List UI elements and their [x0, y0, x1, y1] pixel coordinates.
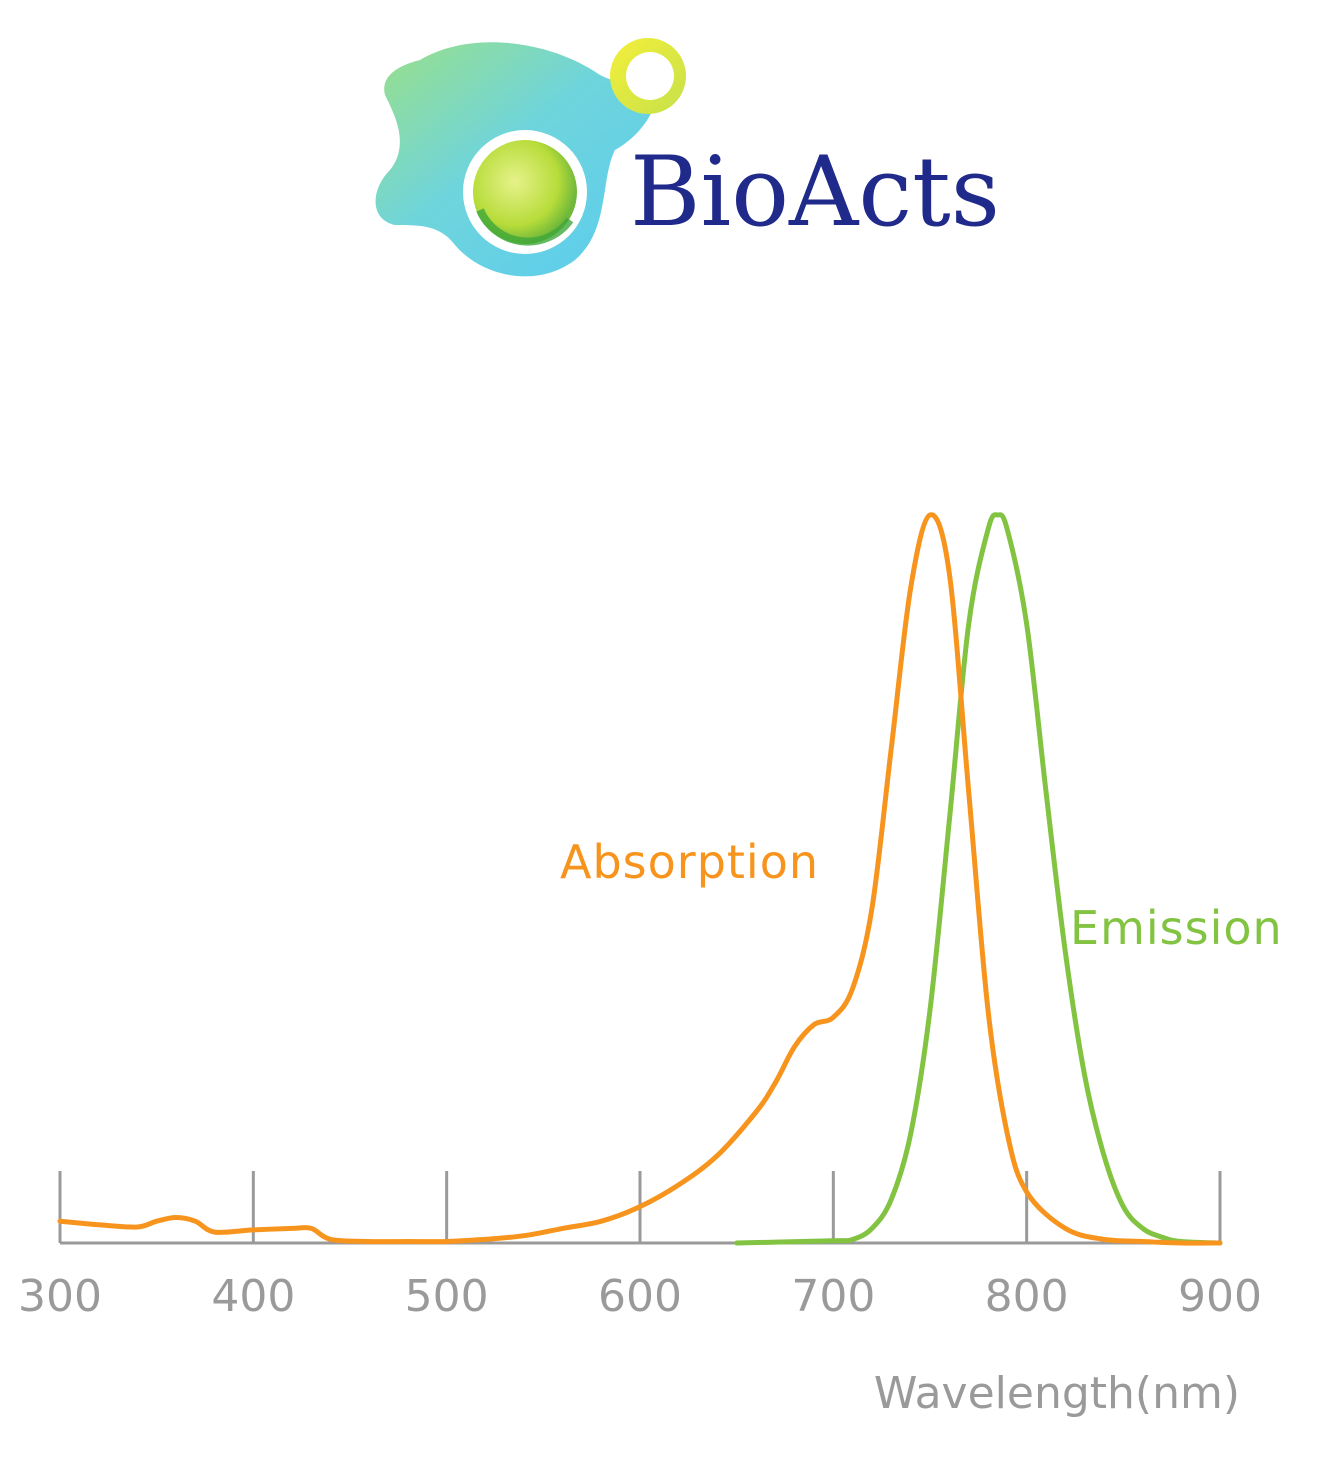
x-axis-title: Wavelength(nm) [874, 1368, 1240, 1419]
x-tick-label: 600 [598, 1271, 682, 1322]
x-tick-label: 400 [211, 1271, 295, 1322]
x-tick-label: 800 [985, 1271, 1069, 1322]
brand-name: BioActs [630, 136, 1000, 248]
series-label-emission: Emission [1070, 901, 1283, 955]
x-axis: 300 400 500 600 700 800 900 [18, 1171, 1262, 1322]
series-layer [57, 512, 1223, 1246]
logo-ball [473, 140, 577, 244]
series-label-absorption: Absorption [560, 835, 819, 889]
x-tick-label: 300 [18, 1271, 102, 1322]
x-tick-label: 700 [791, 1271, 875, 1322]
bioacts-logo: BioActs [360, 20, 1000, 300]
label-layer: Absorption Emission Wavelength(nm) [560, 835, 1283, 1419]
series-line-emission [734, 512, 1223, 1246]
series-line-absorption [57, 512, 1223, 1246]
x-tick-label: 900 [1178, 1271, 1262, 1322]
x-tick-label: 500 [405, 1271, 489, 1322]
